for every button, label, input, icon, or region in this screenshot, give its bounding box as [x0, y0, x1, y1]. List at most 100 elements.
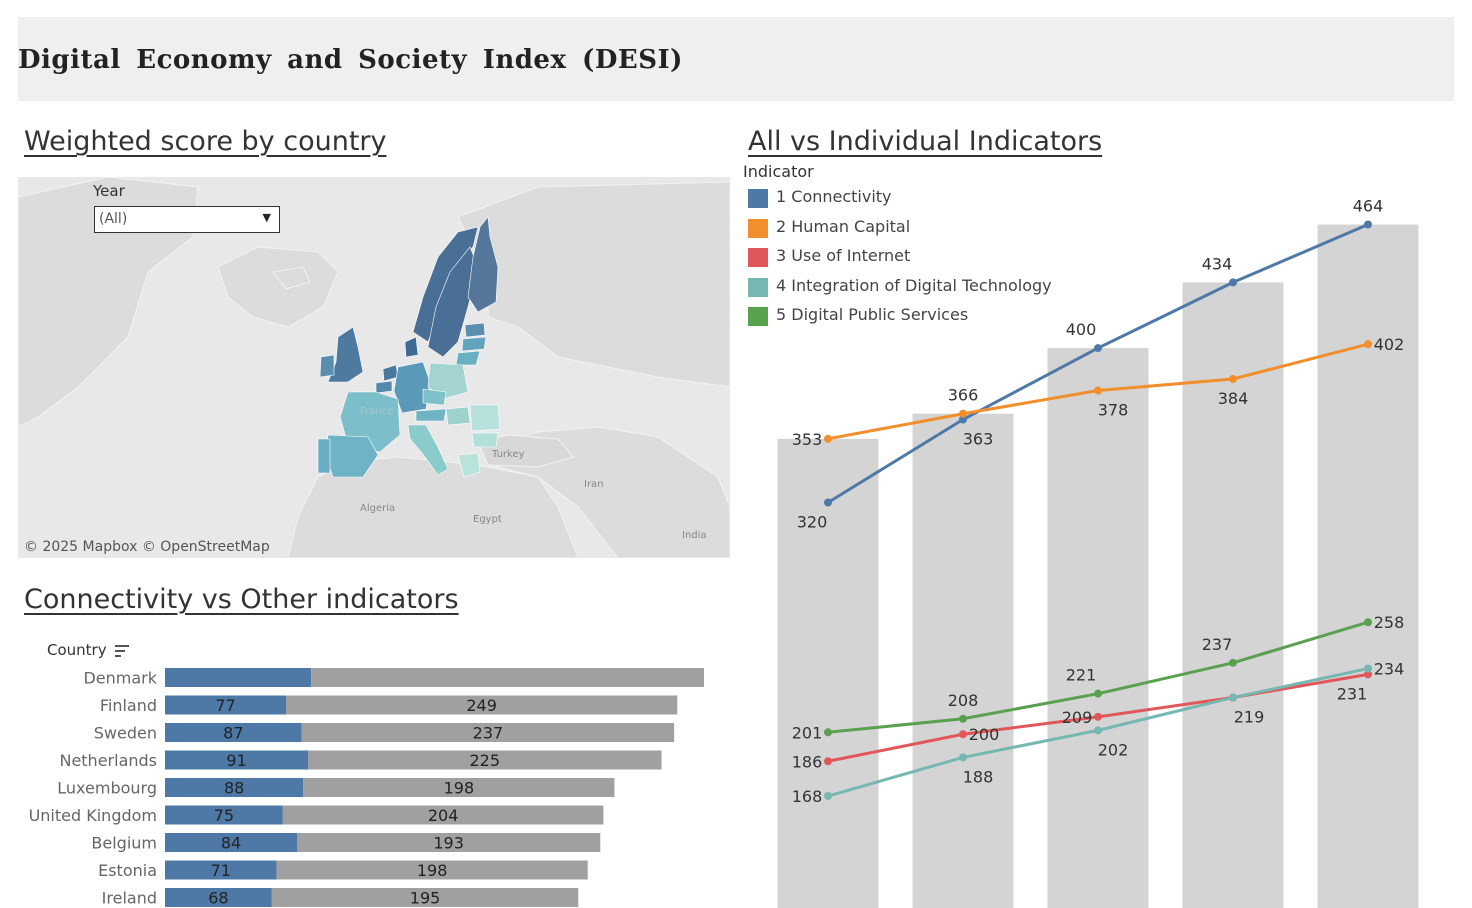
map-germany: [393, 361, 431, 414]
indicator-point[interactable]: [824, 757, 832, 766]
map-finland: [467, 216, 499, 313]
country-label: Finland: [100, 696, 157, 715]
map-italy: [407, 424, 449, 476]
indicators-line-chart[interactable]: 320 363 400 434 464 353 366 378 384 402 186 200 209 2…: [752, 148, 1472, 908]
other-indicators-bar[interactable]: [282, 805, 604, 825]
other-indicators-bar[interactable]: [311, 668, 704, 687]
indicator-point[interactable]: [959, 753, 967, 762]
other-indicators-bar[interactable]: [286, 695, 678, 715]
indicator-point[interactable]: [1094, 386, 1102, 395]
country-label: Ireland: [102, 889, 157, 908]
map-label-egypt: Egypt: [473, 514, 502, 525]
other-value-label: 204: [428, 806, 459, 825]
indicator-point[interactable]: [959, 415, 967, 424]
connectivity-bar[interactable]: [165, 805, 283, 825]
connectivity-value-label: 87: [223, 724, 243, 743]
country-label: Netherlands: [59, 751, 157, 770]
legend-item[interactable]: 2 Human Capital: [743, 217, 910, 247]
total-score-bar[interactable]: [912, 413, 1014, 908]
legend-swatch: [748, 248, 768, 267]
map-russia: [457, 181, 730, 388]
other-indicators-bar[interactable]: [271, 888, 579, 907]
map-attribution[interactable]: © 2025 Mapbox © OpenStreetMap: [24, 539, 270, 555]
line-value-label: 201: [792, 723, 823, 742]
legend-item[interactable]: 1 Connectivity: [743, 187, 892, 217]
country-label: Denmark: [83, 669, 157, 688]
total-score-bar[interactable]: [1182, 282, 1284, 908]
map-ireland: [319, 354, 335, 378]
indicator-point[interactable]: [1364, 618, 1372, 627]
line-value-label: 353: [792, 430, 823, 449]
map-turkey: [477, 434, 574, 468]
indicator-point[interactable]: [824, 498, 832, 507]
legend-swatch: [748, 277, 768, 297]
indicator-point[interactable]: [824, 434, 832, 443]
country-label: Belgium: [91, 834, 157, 853]
indicator-point[interactable]: [1094, 344, 1102, 353]
other-indicators-bar[interactable]: [303, 778, 615, 797]
map-section-title: Weighted score by country: [24, 126, 387, 157]
indicator-point[interactable]: [1229, 278, 1237, 287]
bar-section-title: Connectivity vs Other indicators: [24, 584, 459, 615]
connectivity-bar[interactable]: [165, 668, 312, 687]
map-iceland: [272, 266, 311, 290]
other-indicators-bar[interactable]: [297, 833, 601, 852]
indicator-point[interactable]: [959, 730, 967, 739]
other-value-label: 225: [470, 751, 501, 770]
other-indicators-bar[interactable]: [308, 750, 662, 770]
line-value-label: 202: [1098, 740, 1129, 759]
country-axis-label: Country: [47, 641, 107, 659]
connectivity-bar[interactable]: [165, 833, 297, 852]
indicator-point[interactable]: [1094, 712, 1102, 721]
connectivity-bar[interactable]: [165, 860, 277, 880]
line-value-label: 168: [792, 787, 823, 806]
indicator-point[interactable]: [1364, 220, 1372, 229]
connectivity-bar[interactable]: [165, 750, 308, 770]
total-score-bar[interactable]: [1317, 224, 1419, 908]
map-lithuania: [455, 350, 481, 366]
indicator-point[interactable]: [1364, 664, 1372, 673]
legend-label: 3 Use of Internet: [776, 246, 911, 265]
indicator-point[interactable]: [1229, 658, 1237, 667]
country-map[interactable]: Year (All) ▼ Turkey Iran Algeria Egypt I…: [18, 177, 730, 558]
indicator-point[interactable]: [824, 792, 832, 801]
other-indicators-bar[interactable]: [301, 723, 675, 742]
connectivity-bar[interactable]: [165, 778, 304, 797]
connectivity-bar-chart[interactable]: Denmark Finland 77 249 Sweden 87 237 Netherland…: [0, 660, 730, 908]
legend-item[interactable]: 3 Use of Internet: [743, 246, 910, 276]
indicator-point[interactable]: [1229, 693, 1237, 702]
total-score-bar[interactable]: [1047, 348, 1149, 908]
indicator-point[interactable]: [1229, 374, 1237, 383]
indicator-point[interactable]: [959, 409, 967, 418]
map-latvia: [461, 336, 487, 352]
line-value-label: 464: [1353, 197, 1384, 216]
indicator-point[interactable]: [1364, 340, 1372, 349]
connectivity-bar[interactable]: [165, 888, 272, 907]
connectivity-value-label: 68: [208, 889, 228, 908]
indicator-point[interactable]: [1094, 726, 1102, 735]
line-value-label: 234: [1374, 660, 1405, 679]
indicator-point[interactable]: [1094, 689, 1102, 698]
sort-descending-icon[interactable]: [115, 644, 130, 658]
dropdown-arrow-icon[interactable]: ▼: [262, 211, 271, 224]
legend-item[interactable]: 4 Integration of Digital Technology: [743, 276, 1052, 306]
indicator-point[interactable]: [959, 714, 967, 723]
line-value-label: 258: [1374, 613, 1405, 632]
country-axis-title[interactable]: Country: [47, 641, 130, 659]
year-filter-dropdown[interactable]: (All) ▼: [94, 206, 280, 233]
connectivity-bar[interactable]: [165, 695, 286, 715]
dashboard-header: Digital Economy and Society Index (DESI): [18, 17, 1454, 101]
other-indicators-bar[interactable]: [276, 860, 588, 880]
line-value-label: 400: [1066, 320, 1097, 339]
line-value-label: 188: [963, 767, 994, 786]
map-romania: [469, 404, 501, 432]
map-label-algeria: Algeria: [360, 503, 396, 514]
indicator-point[interactable]: [1364, 670, 1372, 679]
total-score-bar[interactable]: [777, 438, 879, 908]
indicator-legend: Indicator 1 Connectivity 2 Human Capital 3…: [743, 162, 1052, 335]
map-canvas[interactable]: [18, 177, 730, 558]
line-value-label: 219: [1234, 708, 1265, 727]
connectivity-bar[interactable]: [165, 723, 302, 742]
indicator-point[interactable]: [824, 728, 832, 737]
legend-item[interactable]: 5 Digital Public Services: [743, 305, 968, 335]
